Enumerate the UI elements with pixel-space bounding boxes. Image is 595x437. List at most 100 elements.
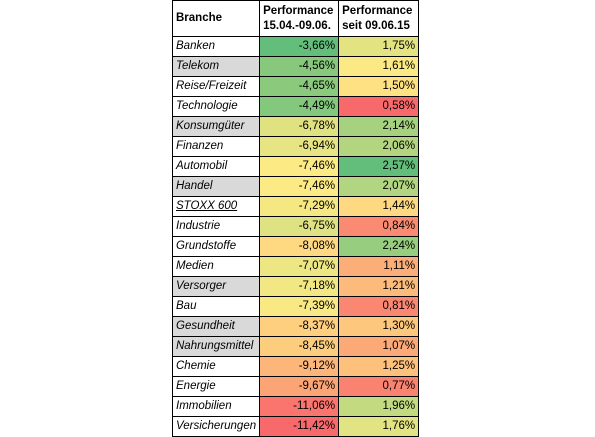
table-row: Konsumgüter -6,78% 2,14% — [171, 116, 420, 137]
branche-label: Reise/Freizeit — [176, 80, 247, 92]
cell-performance-since: 0,81% — [338, 296, 420, 317]
cell-performance-since: 1,07% — [338, 336, 420, 357]
cell-performance-since: 2,07% — [338, 176, 420, 197]
cell-branche: Grundstoffe — [171, 236, 261, 257]
header-row: Branche Performance 15.04.-09.06. Perfor… — [171, 0, 420, 37]
branche-label: Banken — [176, 40, 216, 52]
cell-branche: Technologie — [171, 96, 261, 117]
cell-performance-since: 1,76% — [338, 416, 420, 437]
cell-performance-period: -7,18% — [259, 276, 340, 297]
cell-performance-period: -4,49% — [259, 96, 340, 117]
cell-performance-period: -8,08% — [259, 236, 340, 257]
branche-label: Nahrungsmittel — [176, 340, 254, 352]
cell-performance-since: 1,96% — [338, 396, 420, 417]
cell-branche: Automobil — [171, 156, 261, 177]
table-row: Energie -9,67% 0,77% — [171, 376, 420, 397]
table-row: Nahrungsmittel -8,45% 1,07% — [171, 336, 420, 357]
table-row: Immobilien -11,06% 1,96% — [171, 396, 420, 417]
branche-label: Automobil — [176, 160, 228, 172]
table-row: Versicherungen -11,42% 1,76% — [171, 416, 420, 437]
table-row: Finanzen -6,94% 2,06% — [171, 136, 420, 157]
branche-label: Konsumgüter — [176, 120, 245, 132]
table-row: Handel -7,46% 2,07% — [171, 176, 420, 197]
cell-performance-since: 1,75% — [338, 36, 420, 57]
header-p2-line1: Performance — [342, 4, 413, 17]
cell-performance-since: 2,14% — [338, 116, 420, 137]
branche-label: STOXX 600 — [176, 200, 238, 212]
table-row: Automobil -7,46% 2,57% — [171, 156, 420, 177]
header-branche-label: Branche — [176, 12, 223, 24]
cell-performance-period: -7,29% — [259, 196, 340, 217]
cell-branche: Medien — [171, 256, 261, 277]
cell-branche: Industrie — [171, 216, 261, 237]
cell-performance-period: -4,56% — [259, 56, 340, 77]
table-row: Technologie -4,49% 0,58% — [171, 96, 420, 117]
header-performance-period: Performance 15.04.-09.06. — [259, 0, 340, 37]
branche-label: Versicherungen — [176, 420, 257, 432]
branche-label: Grundstoffe — [176, 240, 237, 252]
cell-performance-since: 0,77% — [338, 376, 420, 397]
cell-performance-since: 1,50% — [338, 76, 420, 97]
cell-performance-period: -11,42% — [259, 416, 340, 437]
branche-label: Energie — [176, 380, 216, 392]
cell-branche: Versorger — [171, 276, 261, 297]
cell-branche: Handel — [171, 176, 261, 197]
table-row: Medien -7,07% 1,11% — [171, 256, 420, 277]
branche-label: Versorger — [176, 280, 227, 292]
header-p2-line2: seit 09.06.15 — [342, 19, 410, 32]
branche-label: Gesundheit — [176, 320, 235, 332]
cell-performance-period: -11,06% — [259, 396, 340, 417]
cell-branche: Versicherungen — [171, 416, 261, 437]
cell-performance-since: 1,61% — [338, 56, 420, 77]
cell-performance-period: -9,67% — [259, 376, 340, 397]
cell-performance-since: 1,44% — [338, 196, 420, 217]
cell-performance-period: -6,94% — [259, 136, 340, 157]
branche-label: Bau — [176, 300, 197, 312]
branche-label: Finanzen — [176, 140, 224, 152]
cell-performance-period: -8,37% — [259, 316, 340, 337]
table-row: Chemie -9,12% 1,25% — [171, 356, 420, 377]
table-row: Industrie -6,75% 0,84% — [171, 216, 420, 237]
branche-label: Immobilien — [176, 400, 232, 412]
cell-branche: Bau — [171, 296, 261, 317]
cell-performance-period: -3,66% — [259, 36, 340, 57]
cell-performance-since: 1,21% — [338, 276, 420, 297]
cell-performance-since: 0,58% — [338, 96, 420, 117]
cell-branche: STOXX 600 — [171, 196, 261, 217]
performance-table: Branche Performance 15.04.-09.06. Perfor… — [171, 0, 420, 437]
branche-label: Telekom — [176, 60, 220, 72]
header-p1-line2: 15.04.-09.06. — [263, 19, 331, 32]
table-row: Reise/Freizeit -4,65% 1,50% — [171, 76, 420, 97]
cell-performance-period: -6,78% — [259, 116, 340, 137]
cell-branche: Chemie — [171, 356, 261, 377]
cell-performance-since: 2,06% — [338, 136, 420, 157]
cell-branche: Banken — [171, 36, 261, 57]
table-body: Banken -3,66% 1,75% Telekom -4,56% 1,61% Reise… — [171, 36, 420, 437]
cell-performance-since: 1,25% — [338, 356, 420, 377]
cell-branche: Gesundheit — [171, 316, 261, 337]
branche-label: Technologie — [176, 100, 238, 112]
cell-performance-period: -7,07% — [259, 256, 340, 277]
branche-label: Industrie — [176, 220, 221, 232]
branche-label: Medien — [176, 260, 214, 272]
cell-performance-period: -9,12% — [259, 356, 340, 377]
cell-performance-period: -4,65% — [259, 76, 340, 97]
cell-branche: Nahrungsmittel — [171, 336, 261, 357]
header-performance-since: Performance seit 09.06.15 — [338, 0, 420, 37]
cell-branche: Energie — [171, 376, 261, 397]
table-row: Bau -7,39% 0,81% — [171, 296, 420, 317]
cell-performance-since: 2,24% — [338, 236, 420, 257]
table-row: Versorger -7,18% 1,21% — [171, 276, 420, 297]
cell-performance-period: -7,46% — [259, 156, 340, 177]
cell-branche: Finanzen — [171, 136, 261, 157]
table-row: Gesundheit -8,37% 1,30% — [171, 316, 420, 337]
header-p1-line1: Performance — [263, 4, 334, 17]
table-row: Grundstoffe -8,08% 2,24% — [171, 236, 420, 257]
branche-label: Handel — [176, 180, 213, 192]
cell-performance-period: -7,39% — [259, 296, 340, 317]
branche-label: Chemie — [176, 360, 216, 372]
cell-performance-period: -6,75% — [259, 216, 340, 237]
cell-branche: Immobilien — [171, 396, 261, 417]
cell-branche: Konsumgüter — [171, 116, 261, 137]
table-row: STOXX 600 -7,29% 1,44% — [171, 196, 420, 217]
